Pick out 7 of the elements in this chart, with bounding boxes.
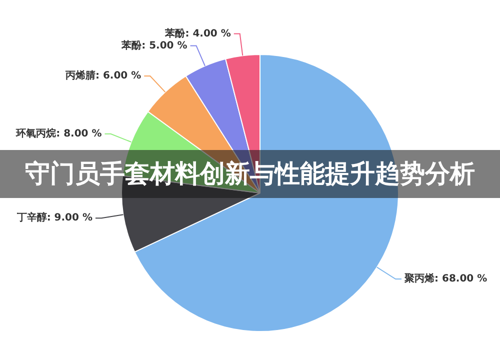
text: 守门员手套材料创新与性能提升趋势分析 [0, 150, 500, 198]
slice-label: 聚丙烯: 68.00 % [404, 272, 488, 285]
slice-label: 丁辛醇: 9.00 % [16, 212, 92, 224]
slice-label: 苯酚: 5.00 % [120, 39, 188, 52]
slice-label: 丙烯腈: 6.00 % [64, 70, 142, 82]
slice-label: 环氧丙烷: 8.00 % [15, 128, 102, 140]
slice-label: 苯酚: 4.00 % [164, 27, 231, 40]
